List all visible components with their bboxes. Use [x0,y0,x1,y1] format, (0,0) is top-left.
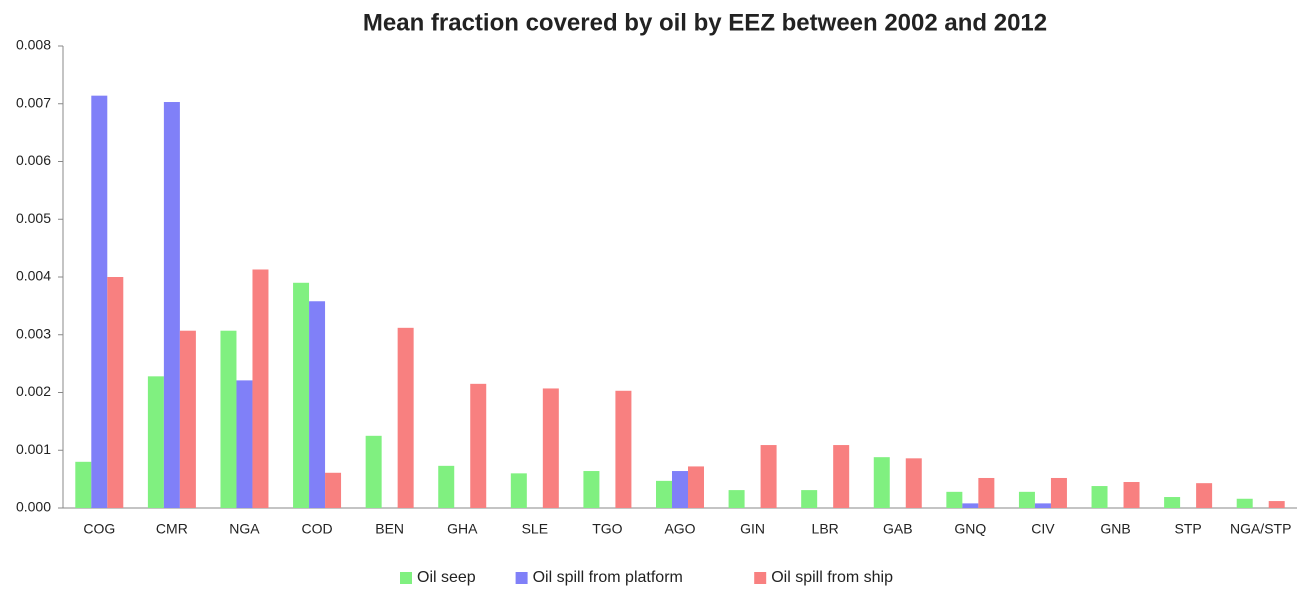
bar [1236,498,1253,508]
bar [220,330,237,508]
x-tick-label: BEN [375,521,404,537]
x-tick-label: GHA [447,521,478,537]
bar [252,269,269,508]
bar [1034,503,1051,508]
bar [801,490,818,508]
x-tick-label: AGO [664,521,695,537]
bar [615,390,632,508]
bar [905,458,922,508]
bar [510,473,527,508]
bar [293,282,310,508]
bar [438,465,455,508]
bar [946,491,963,508]
y-tick-label: 0.000 [16,499,51,515]
legend-swatch [754,572,767,584]
x-tick-label: NGA/STP [1230,521,1291,537]
bar [1268,501,1285,508]
legend-swatch [400,572,412,584]
y-tick-label: 0.002 [16,383,51,399]
legend-swatch [515,572,528,584]
legend-label: Oil spill from ship [771,569,893,586]
bar [672,471,688,508]
y-tick-label: 0.007 [16,94,51,110]
legend-label: Oil spill from platform [533,569,683,586]
x-tick-label: LBR [812,521,839,537]
bar [1050,477,1067,508]
bar [179,330,196,508]
bar [760,445,777,508]
bar [833,445,850,508]
y-tick-label: 0.004 [16,268,51,284]
bar [107,277,124,508]
bar [75,461,92,508]
bar [1018,491,1035,508]
bar [397,327,414,508]
bar [656,480,672,508]
bar [1164,497,1181,508]
bar [542,388,559,508]
x-tick-label: STP [1175,521,1202,537]
bar [1123,482,1140,508]
bar [1196,483,1213,508]
y-tick-label: 0.006 [16,152,51,168]
x-tick-label: SLE [522,521,548,537]
bar [728,490,745,508]
bar [1091,486,1108,508]
bar [91,95,108,508]
bar [309,301,326,508]
y-tick-label: 0.001 [16,441,51,457]
bar [147,376,164,508]
bar [365,435,382,508]
bar [978,477,995,508]
chart-title: Mean fraction covered by oil by EEZ betw… [363,9,1047,36]
bar [962,503,979,508]
bar [873,457,890,508]
x-tick-label: COG [83,521,115,537]
legend-label: Oil seep [417,569,476,586]
y-tick-label: 0.005 [16,210,51,226]
bar [325,472,342,508]
y-tick-label: 0.008 [16,37,51,53]
bar [236,380,253,508]
bar [470,383,487,508]
x-tick-label: GNB [1100,521,1130,537]
x-tick-label: TGO [592,521,622,537]
x-tick-label: GAB [883,521,913,537]
x-tick-label: CIV [1031,521,1055,537]
x-tick-label: NGA [229,521,260,537]
bar [688,466,704,508]
bar [163,102,180,508]
x-tick-label: GIN [740,521,765,537]
x-tick-label: GNQ [954,521,986,537]
y-tick-label: 0.003 [16,325,51,341]
x-tick-label: COD [301,521,332,537]
x-tick-label: CMR [156,521,188,537]
bar [583,471,600,508]
